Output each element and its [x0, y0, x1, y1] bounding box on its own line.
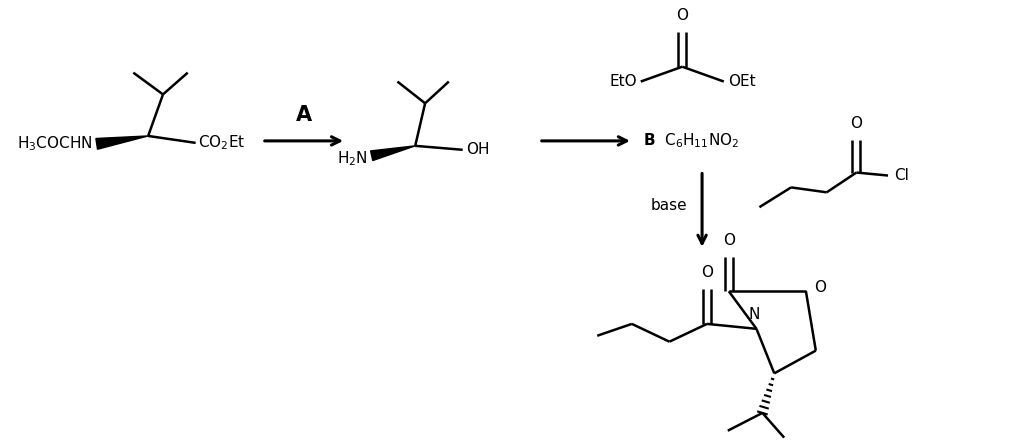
- Text: H$_2$N: H$_2$N: [337, 150, 367, 168]
- Text: Cl: Cl: [894, 168, 909, 183]
- Polygon shape: [371, 146, 415, 161]
- Polygon shape: [96, 136, 149, 149]
- Text: $\mathbf{B}$  C$_6$H$_{11}$NO$_2$: $\mathbf{B}$ C$_6$H$_{11}$NO$_2$: [642, 132, 739, 150]
- Text: O: O: [813, 280, 826, 295]
- Text: base: base: [651, 198, 687, 213]
- Text: O: O: [850, 116, 862, 131]
- Text: O: O: [723, 233, 735, 248]
- Text: A: A: [296, 105, 312, 125]
- Text: OH: OH: [465, 142, 490, 157]
- Text: OEt: OEt: [728, 74, 755, 89]
- Text: N: N: [749, 307, 760, 322]
- Text: O: O: [676, 8, 688, 23]
- Text: O: O: [701, 265, 713, 280]
- Text: CO$_2$Et: CO$_2$Et: [197, 134, 245, 152]
- Text: EtO: EtO: [609, 74, 637, 89]
- Text: H$_3$COCHN: H$_3$COCHN: [17, 134, 93, 153]
